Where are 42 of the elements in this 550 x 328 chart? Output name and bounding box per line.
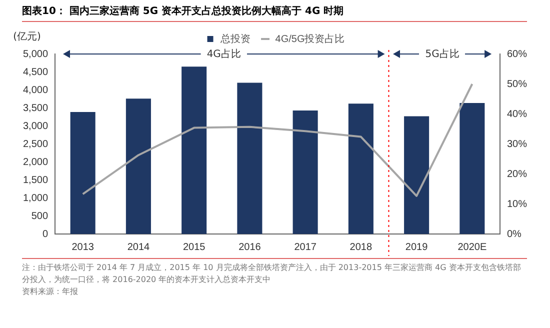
y-tick-label: 0 bbox=[42, 228, 48, 240]
y-tick-label: 3,500 bbox=[22, 102, 48, 114]
y2-tick-label: 30% bbox=[506, 138, 528, 150]
x-tick-label: 2015 bbox=[182, 242, 206, 253]
y-tick-label: 2,000 bbox=[22, 156, 48, 168]
y-tick-label: 1,500 bbox=[22, 174, 48, 186]
legend-label: 总投资 bbox=[219, 32, 250, 45]
y-tick-label: 500 bbox=[31, 210, 48, 222]
y2-tick-label: 0% bbox=[506, 228, 522, 240]
bar bbox=[292, 110, 318, 234]
y2-tick-label: 10% bbox=[506, 198, 528, 210]
x-tick-label: 2017 bbox=[294, 242, 317, 253]
y-tick-label: 4,000 bbox=[22, 84, 48, 96]
y-tick-label: 3,000 bbox=[22, 120, 48, 132]
y-tick-label: 4,500 bbox=[22, 66, 48, 78]
x-tick-label: 2019 bbox=[405, 242, 428, 253]
y-axis-title: (亿元) bbox=[13, 32, 42, 43]
y-tick-label: 5,000 bbox=[22, 48, 48, 60]
y-tick-label: 2,500 bbox=[22, 138, 48, 150]
y2-tick-label: 50% bbox=[506, 78, 528, 90]
bar bbox=[348, 104, 374, 234]
text: 注：由于铁塔公司于 2014 年 7 月成立，2015 年 10 月完成将全部铁塔资产注入，由于 2013-2015 年三家运营商 4G 资本开支包含铁塔部分投入，为统一口径，将 2016-2020 年的资本开支计入总资本开支中 bbox=[22, 262, 522, 286]
text: 资料来源：年报 bbox=[22, 286, 79, 298]
legend-label: 4G/5G投资占比 bbox=[275, 32, 345, 45]
bar bbox=[404, 116, 430, 234]
x-tick-label: 2018 bbox=[350, 242, 372, 253]
y2-tick-label: 60% bbox=[506, 48, 528, 60]
bar bbox=[182, 66, 207, 234]
y-tick-label: 1,000 bbox=[22, 192, 48, 204]
bar bbox=[70, 112, 96, 234]
chart-title: 图表10： 国内三家运营商 5G 资本开支占总投资比例大幅高于 4G 时期 bbox=[22, 4, 527, 22]
x-tick-label: 2016 bbox=[238, 242, 262, 253]
x-tick-label: 2020E bbox=[458, 242, 487, 253]
y2-tick-label: 40% bbox=[506, 108, 528, 120]
annotation: 5G占比 bbox=[425, 48, 460, 61]
bar bbox=[237, 82, 262, 234]
bar bbox=[126, 98, 151, 234]
x-tick-label: 2014 bbox=[127, 242, 150, 253]
x-tick-label: 2013 bbox=[72, 242, 94, 253]
annotation: 4G占比 bbox=[206, 48, 241, 61]
y2-tick-label: 20% bbox=[506, 168, 528, 180]
bar bbox=[460, 102, 485, 234]
